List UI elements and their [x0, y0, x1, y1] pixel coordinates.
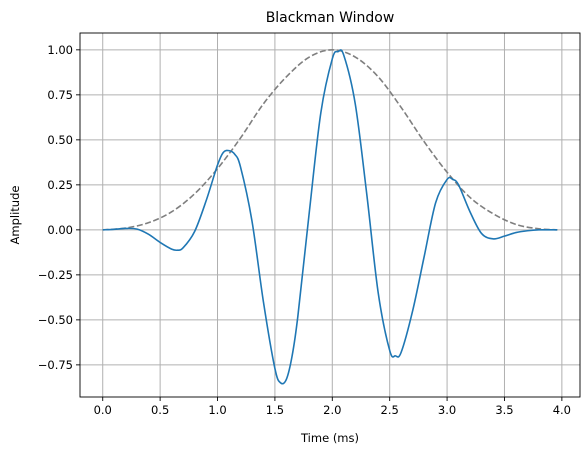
y-axis-ticks: −0.75 −0.50 −0.25 0.00 0.25 0.50 0.75 1.00: [38, 43, 80, 372]
windowed-signal-line: [102, 49, 558, 385]
x-tick-label: 2.0: [323, 403, 341, 417]
plot-area-frame: [79, 32, 581, 398]
x-tick-label: 0.5: [151, 403, 169, 417]
chart-title: Blackman Window: [266, 10, 395, 26]
y-tick-label: 1.00: [47, 43, 73, 57]
y-tick-label: −0.50: [38, 313, 73, 327]
x-tick-label: 3.0: [438, 403, 456, 417]
y-axis-label: Amplitude: [8, 186, 22, 245]
y-tick-label: 0.75: [47, 88, 73, 102]
y-grid: [80, 49, 580, 366]
x-grid: [102, 33, 563, 397]
series-layer: [102, 49, 558, 385]
y-tick-label: 0.50: [47, 133, 73, 147]
y-tick-label: −0.75: [38, 358, 73, 372]
y-tick-label: −0.25: [38, 268, 73, 282]
x-tick-label: 0.0: [94, 403, 112, 417]
x-tick-label: 3.5: [495, 403, 513, 417]
x-axis-ticks: 0.0 0.5 1.0 1.5 2.0 2.5 3.0 3.5 4.0: [94, 397, 571, 417]
x-axis-label: Time (ms): [300, 431, 359, 445]
x-tick-label: 1.5: [266, 403, 284, 417]
x-tick-label: 1.0: [208, 403, 226, 417]
window-envelope-line: [102, 49, 558, 231]
y-tick-label: 0.00: [47, 223, 73, 237]
y-tick-label: 0.25: [47, 178, 73, 192]
x-tick-label: 2.5: [381, 403, 399, 417]
x-tick-label: 4.0: [553, 403, 571, 417]
